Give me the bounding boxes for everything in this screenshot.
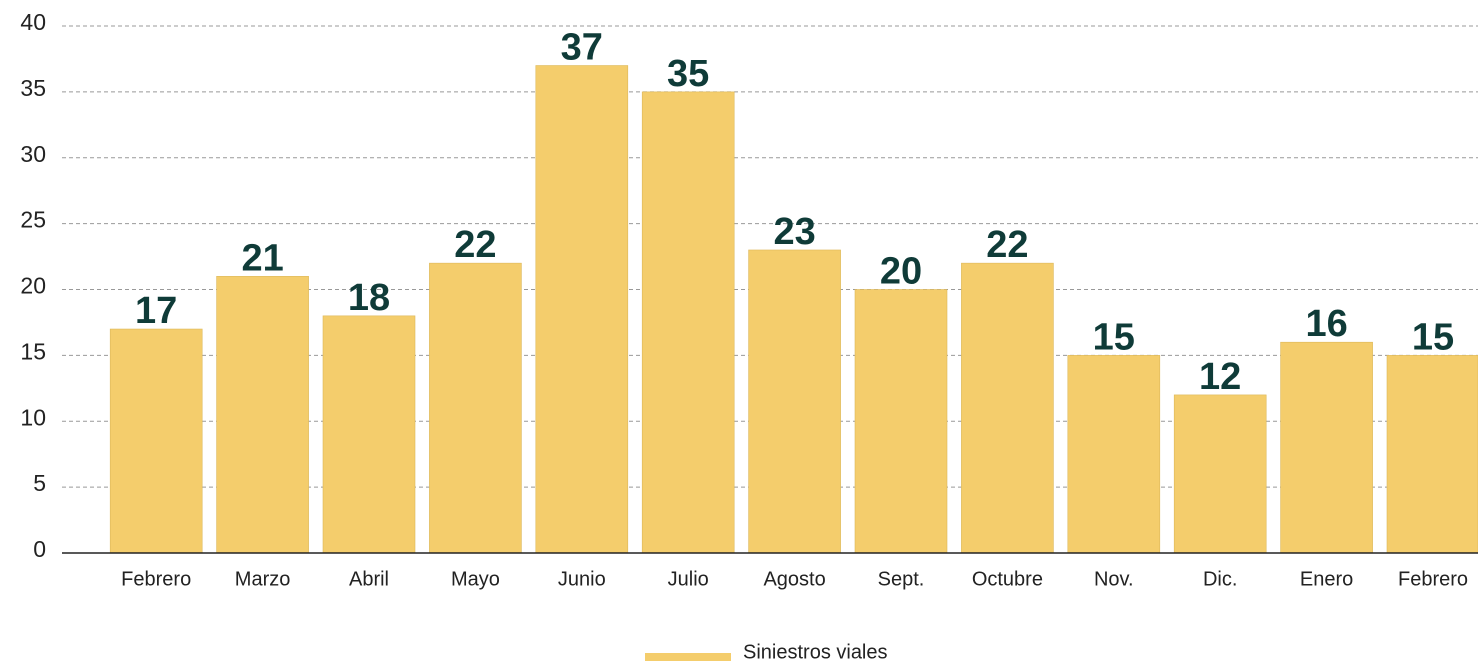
value-label: 37: [561, 27, 603, 69]
y-tick-label: 5: [33, 470, 46, 496]
value-label: 23: [773, 211, 815, 253]
y-tick-label: 15: [20, 338, 46, 364]
x-tick-label: Febrero: [121, 568, 191, 590]
value-label: 15: [1093, 316, 1135, 358]
bar: [109, 328, 203, 554]
legend-swatch: [645, 653, 731, 661]
x-tick-label: Dic.: [1203, 568, 1237, 590]
x-tick-label: Nov.: [1094, 568, 1134, 590]
bar: [641, 91, 735, 554]
bar: [1173, 394, 1267, 554]
bar: [322, 315, 416, 554]
y-tick-label: 35: [20, 75, 46, 101]
bar: [429, 262, 522, 554]
x-tick-label: Abril: [349, 568, 389, 590]
y-tick-label: 25: [20, 207, 46, 233]
legend-label: Siniestros viales: [743, 641, 888, 662]
value-label: 18: [348, 277, 390, 319]
x-tick-label: Junio: [558, 568, 606, 590]
bar: [854, 289, 948, 554]
x-tick-label: Sept.: [878, 568, 925, 590]
x-tick-label: Octubre: [972, 568, 1043, 590]
value-label: 16: [1305, 303, 1347, 345]
bar: [535, 65, 629, 554]
y-tick-label: 40: [20, 9, 46, 35]
value-label: 21: [241, 237, 283, 279]
bar: [216, 276, 309, 554]
value-label: 12: [1199, 356, 1241, 398]
x-tick-label: Julio: [668, 568, 709, 590]
x-tick-label: Marzo: [235, 568, 291, 590]
x-tick-label: Febrero: [1398, 568, 1468, 590]
value-label: 22: [454, 224, 496, 266]
bar: [1280, 341, 1373, 554]
bar: [1386, 355, 1478, 554]
y-tick-label: 0: [33, 536, 46, 562]
bar: [1067, 355, 1161, 554]
bar: [748, 249, 841, 554]
y-tick-label: 20: [20, 273, 46, 299]
value-label: 35: [667, 53, 709, 95]
y-tick-label: 30: [20, 141, 46, 167]
x-tick-label: Agosto: [763, 568, 825, 590]
value-label: 15: [1412, 316, 1454, 358]
y-tick-label: 10: [20, 404, 46, 430]
value-label: 17: [135, 290, 177, 332]
x-tick-label: Enero: [1300, 568, 1353, 590]
bar: [961, 262, 1054, 554]
x-tick-label: Mayo: [451, 568, 500, 590]
value-label: 20: [880, 251, 922, 293]
value-label: 22: [986, 224, 1028, 266]
